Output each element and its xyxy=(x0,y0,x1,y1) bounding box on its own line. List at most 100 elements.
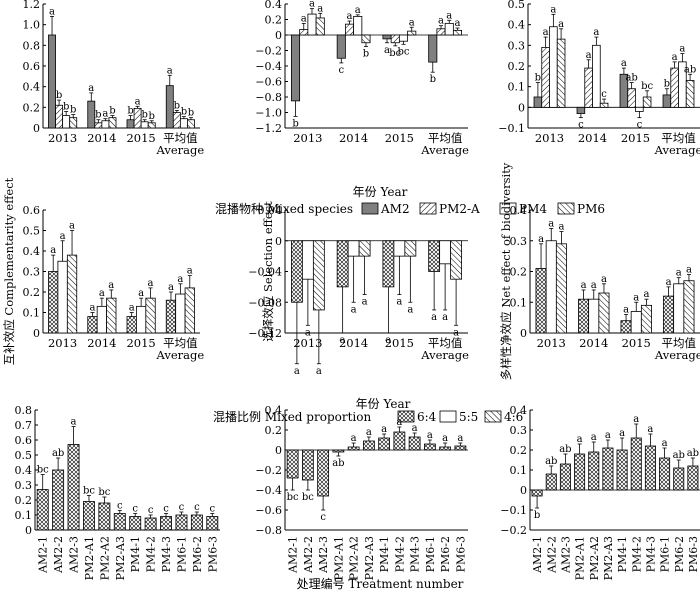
bar xyxy=(531,489,543,497)
x-tick-label: 2015 xyxy=(622,336,651,350)
bar xyxy=(630,311,642,334)
bar xyxy=(184,287,195,334)
sig-label: a xyxy=(60,231,66,242)
bar xyxy=(578,298,590,334)
legend-mixed-proportion: 混播比例 Mixed proportion 6:4 5:5 4:6 xyxy=(213,410,523,424)
bar xyxy=(358,240,371,257)
bar xyxy=(663,295,675,334)
sig-label: a xyxy=(633,292,639,303)
bar xyxy=(299,29,309,36)
bar xyxy=(126,119,135,129)
sig-label: a xyxy=(593,27,599,38)
x-tick-label: PM6-1 xyxy=(175,536,188,572)
sig-label: a xyxy=(50,245,56,256)
y-tick-label: 0.3 xyxy=(23,266,41,279)
x-tick-label: 平均值 xyxy=(661,131,696,145)
sig-label: b xyxy=(95,110,101,121)
sig-label: a xyxy=(409,17,415,28)
x-tick-label: PM4-1 xyxy=(378,536,391,572)
bar xyxy=(52,469,65,531)
legend-label: 6:4 xyxy=(417,410,437,424)
y-axis-label: 多样性净效应 Net effect of biodiversity xyxy=(499,162,513,380)
legend-label: 5:5 xyxy=(459,410,478,424)
y-tick-label: 0.2 xyxy=(23,286,41,299)
sig-label: b xyxy=(181,107,187,118)
bar xyxy=(36,489,49,531)
sig-label: a xyxy=(676,268,682,279)
bar xyxy=(206,516,219,531)
x-tick-label: PM4-3 xyxy=(409,536,422,572)
sig-label: a xyxy=(347,11,353,22)
bar xyxy=(55,104,64,129)
bar xyxy=(592,44,601,108)
y-tick-label: 0.1 xyxy=(23,307,41,320)
y-tick-label: 0.6 xyxy=(23,60,41,73)
y-tick-label: −0.6 xyxy=(255,504,282,517)
x-tick-label: AM2-1 xyxy=(37,536,50,574)
bar xyxy=(106,297,117,334)
x-tick-label: 2014 xyxy=(578,131,607,145)
bar xyxy=(69,117,78,129)
y-tick-label: −0.1 xyxy=(500,504,527,517)
x-tick-label: PM6-2 xyxy=(673,536,686,572)
sig-label: b xyxy=(141,110,147,121)
x-tick-label: 2013 xyxy=(537,336,566,350)
sig-label: a xyxy=(71,417,77,428)
bar xyxy=(172,112,181,129)
bar xyxy=(673,467,685,491)
bar xyxy=(187,119,195,129)
bar xyxy=(588,298,600,334)
bar xyxy=(533,96,543,108)
x-tick-label: PM6-2 xyxy=(191,536,204,572)
x-tick-label: AM2-2 xyxy=(52,536,65,574)
sig-label: bc xyxy=(37,465,49,476)
bar xyxy=(404,240,417,257)
sig-label: bc xyxy=(641,81,653,92)
row2-xlabel: 年份 Year xyxy=(356,397,411,411)
bar xyxy=(398,34,409,42)
bar xyxy=(687,465,699,491)
bar xyxy=(67,444,80,531)
bar xyxy=(165,85,174,129)
sig-label: a xyxy=(438,16,444,27)
x-tick-label: PM4-3 xyxy=(644,536,657,572)
legend-label: PM4 xyxy=(519,202,547,216)
sig-label: c xyxy=(132,504,138,515)
x-tick-label: PM2-A2 xyxy=(588,536,601,580)
y-tick-label: 0.3 xyxy=(15,479,33,492)
y-tick-label: 0.8 xyxy=(15,404,33,417)
bar xyxy=(344,23,355,36)
bar xyxy=(588,451,600,491)
bar xyxy=(312,240,325,311)
sig-label: a xyxy=(316,366,322,377)
bar xyxy=(444,22,454,36)
legend-label: AM2 xyxy=(380,202,410,216)
sig-label: b xyxy=(292,118,298,129)
x-tick-label: PM6-1 xyxy=(659,536,672,572)
bar xyxy=(66,254,78,334)
x-tick-label: 2014 xyxy=(579,336,608,350)
x-tick-label: 2014 xyxy=(339,131,368,145)
bar xyxy=(129,516,142,531)
sig-label: a xyxy=(412,423,418,434)
bar xyxy=(428,34,438,63)
sig-label: a xyxy=(148,278,154,289)
bar xyxy=(382,240,395,288)
y-tick-label: 0 xyxy=(275,235,282,248)
sig-label: b xyxy=(535,73,541,84)
sig-label: a xyxy=(168,282,174,293)
bar xyxy=(48,271,59,334)
bar xyxy=(428,240,441,272)
y-tick-label: 0 xyxy=(275,444,282,457)
bar xyxy=(549,26,558,108)
x-tick-label: PM6-3 xyxy=(687,536,700,572)
bar xyxy=(559,463,571,491)
legend-swatch xyxy=(499,202,517,215)
sig-label: a xyxy=(385,335,391,346)
sig-label: c xyxy=(194,502,200,513)
x-tick-label: Average xyxy=(654,348,700,362)
sig-label: a xyxy=(49,6,55,17)
sig-label: ab xyxy=(684,64,696,75)
bar xyxy=(683,280,695,334)
